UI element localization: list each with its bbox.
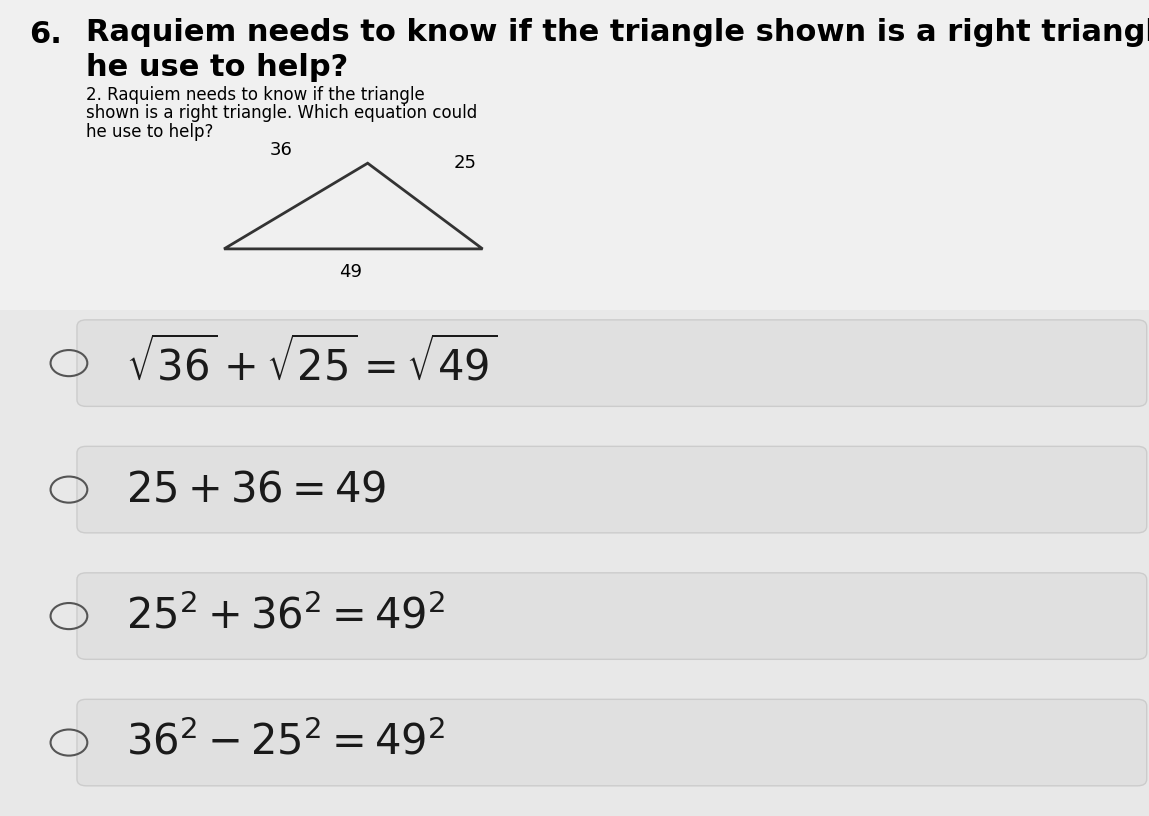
FancyBboxPatch shape bbox=[77, 573, 1147, 659]
Text: 6.: 6. bbox=[29, 20, 62, 50]
FancyBboxPatch shape bbox=[77, 446, 1147, 533]
Text: 25: 25 bbox=[454, 154, 477, 172]
Text: Raquiem needs to know if the triangle shown is a right triangle. Which equation : Raquiem needs to know if the triangle sh… bbox=[86, 18, 1149, 47]
Text: $25^2 + 36^2 = 49^2$: $25^2 + 36^2 = 49^2$ bbox=[126, 595, 446, 637]
Text: 36: 36 bbox=[270, 141, 293, 159]
Text: $36^2 - 25^2 = 49^2$: $36^2 - 25^2 = 49^2$ bbox=[126, 721, 446, 764]
FancyBboxPatch shape bbox=[77, 699, 1147, 786]
Text: $25 + 36 = 49$: $25 + 36 = 49$ bbox=[126, 468, 386, 511]
FancyBboxPatch shape bbox=[77, 320, 1147, 406]
Text: 49: 49 bbox=[339, 263, 362, 281]
Text: shown is a right triangle. Which equation could: shown is a right triangle. Which equatio… bbox=[86, 104, 478, 122]
Text: 2. Raquiem needs to know if the triangle: 2. Raquiem needs to know if the triangle bbox=[86, 86, 425, 104]
Text: he use to help?: he use to help? bbox=[86, 53, 348, 82]
Text: he use to help?: he use to help? bbox=[86, 123, 214, 141]
FancyBboxPatch shape bbox=[0, 0, 1149, 310]
Text: $\sqrt{36} + \sqrt{25} = \sqrt{49}$: $\sqrt{36} + \sqrt{25} = \sqrt{49}$ bbox=[126, 337, 498, 389]
